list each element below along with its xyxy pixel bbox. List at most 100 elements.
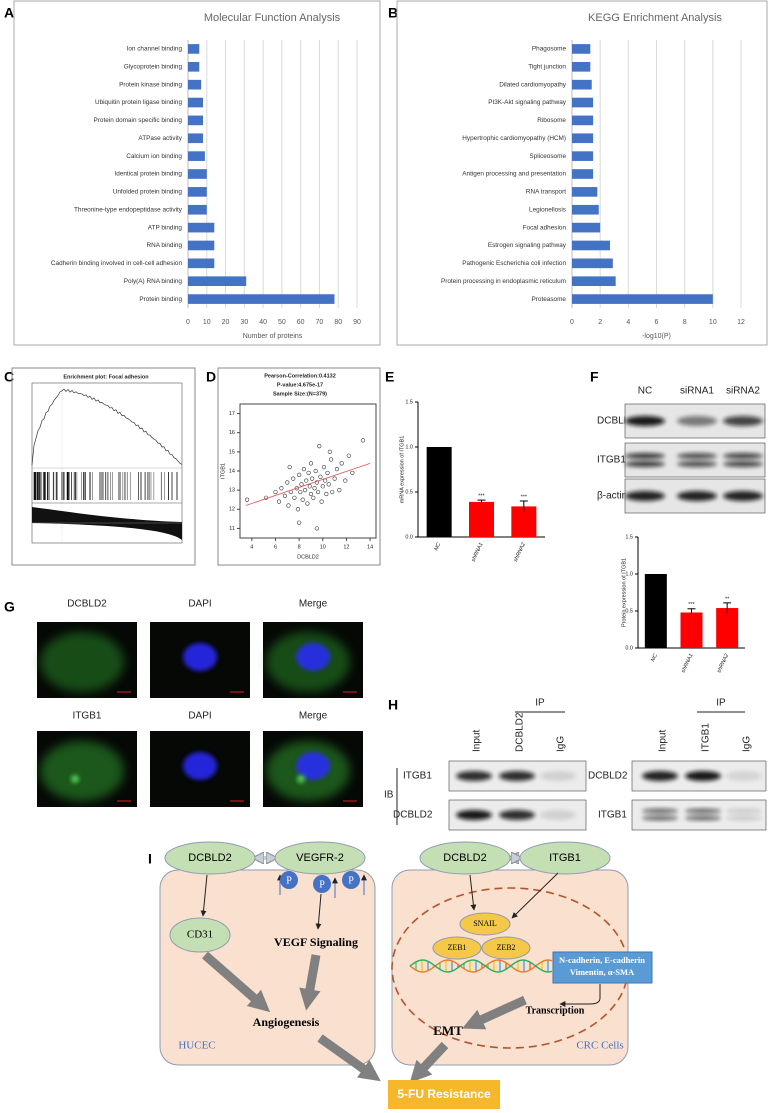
bar — [188, 222, 215, 233]
puncta — [71, 775, 79, 783]
channel-label: DAPI — [188, 599, 211, 610]
bar — [572, 204, 599, 215]
flow-arrow — [202, 951, 271, 1013]
point — [297, 472, 302, 477]
point — [308, 491, 314, 497]
point — [330, 489, 335, 495]
node — [459, 912, 511, 936]
ib-label: IB — [384, 790, 394, 801]
x-tick-label: 4 — [250, 544, 253, 550]
x-tick-label: 0 — [186, 319, 190, 326]
point — [346, 453, 351, 458]
flow-arrow — [462, 995, 527, 1030]
puncta — [297, 775, 305, 783]
x-tick-label: 2 — [598, 319, 602, 326]
category-label: Hypertrophic cardiomyopathy (HCM) — [462, 135, 566, 142]
category-label: Calcium ion binding — [126, 153, 182, 160]
category-label: Dilated cardiomyopathy — [499, 81, 567, 88]
point — [299, 482, 304, 487]
process-label: Transcription — [526, 1005, 585, 1016]
target-box — [552, 951, 653, 984]
point — [308, 461, 314, 466]
x-tick-label: 80 — [334, 319, 342, 326]
micrograph — [37, 622, 137, 698]
point — [315, 489, 321, 495]
bar — [188, 258, 215, 269]
cell-label: CRC Cells — [576, 1040, 623, 1052]
x-tick-label: 40 — [259, 319, 267, 326]
point — [311, 495, 316, 500]
blot-band — [723, 491, 763, 501]
category-label: RNA transport — [526, 189, 566, 196]
y-tick-label: 0.5 — [625, 608, 633, 614]
blot-band — [499, 810, 535, 820]
arrow — [559, 984, 601, 1007]
gsea-title: Enrichment plot: Focal adhesion — [63, 374, 149, 380]
category-label: Protein domain specific binding — [94, 117, 183, 124]
micrograph — [150, 622, 250, 698]
point — [328, 457, 334, 462]
point — [313, 468, 318, 474]
x-tick-label: NC — [433, 542, 442, 552]
y-tick-label: 17 — [229, 411, 235, 417]
dna-strand — [409, 959, 553, 973]
point — [285, 480, 290, 485]
node — [164, 841, 256, 875]
point — [298, 489, 303, 495]
point — [318, 474, 323, 479]
x-tick-label: 8 — [683, 319, 687, 326]
bar — [680, 612, 703, 648]
result-label: 5-FU Resistance — [397, 1087, 491, 1101]
protein-label: ITGB1 — [597, 455, 626, 466]
significance: *** — [478, 494, 485, 500]
error-bar — [477, 499, 486, 504]
point — [360, 438, 366, 443]
phospho-label: P — [286, 875, 292, 886]
x-axis-label: Number of proteins — [243, 333, 303, 340]
panel-letter: H — [388, 697, 398, 713]
x-tick-label: 0 — [570, 319, 574, 326]
blot-band — [677, 416, 717, 426]
bar — [188, 133, 204, 144]
x-tick-label: 10 — [320, 544, 326, 550]
y-tick-label: 0.0 — [625, 645, 633, 651]
channel-label: Merge — [299, 711, 328, 722]
bar — [644, 574, 667, 648]
blot-strip — [631, 799, 767, 831]
point — [302, 488, 308, 493]
node — [274, 841, 366, 875]
point — [304, 478, 309, 483]
category-label: Ribosome — [537, 117, 566, 124]
blot-band — [723, 461, 763, 467]
significance: *** — [521, 494, 528, 500]
panel-letter: E — [385, 369, 394, 385]
point — [314, 480, 319, 485]
y-tick-label: 11 — [229, 526, 235, 532]
point — [282, 493, 288, 498]
panel-letter: F — [590, 369, 599, 385]
category-label: Glycoprotein binding — [124, 63, 183, 70]
error-bar — [687, 608, 696, 617]
lane-label: NC — [638, 386, 652, 397]
point — [273, 489, 278, 495]
y-tick-label: 0.0 — [405, 534, 413, 540]
x-tick-label: 10 — [709, 319, 717, 326]
bar — [188, 97, 204, 108]
point — [350, 470, 355, 476]
point — [319, 499, 324, 504]
bar — [572, 115, 594, 126]
blot-band — [625, 416, 665, 426]
bar — [188, 276, 247, 287]
bar — [572, 44, 591, 54]
panel-letter: B — [388, 5, 398, 21]
result-box — [388, 1080, 500, 1109]
lane-label: DCBLD2 — [515, 712, 526, 752]
point — [300, 497, 305, 502]
panel-letter: D — [206, 369, 216, 385]
nucleus-signal — [183, 752, 217, 780]
bar — [572, 258, 613, 269]
x-axis-label: -log10(P) — [642, 333, 671, 340]
x-tick-label: shRNA1 — [471, 542, 485, 563]
blot-strip — [624, 442, 766, 478]
